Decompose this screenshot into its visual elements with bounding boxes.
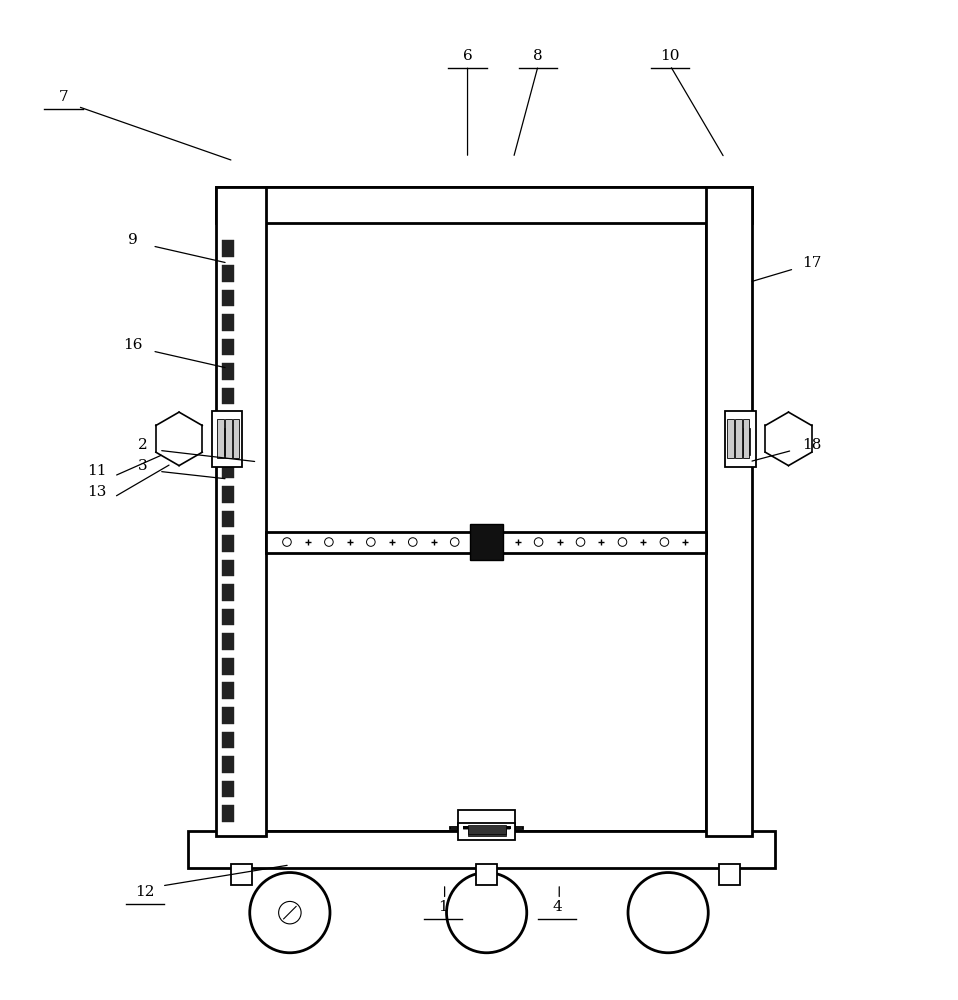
Bar (727, 419, 734, 458)
Bar (458, 810, 515, 831)
Text: 6: 6 (463, 49, 472, 63)
Bar (470, 524, 503, 560)
Circle shape (618, 538, 627, 546)
Bar (498, 827, 523, 829)
Bar (233, 419, 240, 458)
Text: 1: 1 (438, 900, 447, 914)
Text: 17: 17 (802, 256, 821, 270)
Bar (222, 732, 235, 748)
Bar (222, 290, 235, 306)
Text: 13: 13 (87, 485, 106, 499)
Circle shape (250, 873, 330, 953)
Bar (222, 486, 235, 503)
Bar (231, 864, 252, 885)
Bar (217, 187, 752, 223)
Text: 8: 8 (534, 49, 543, 63)
Bar (222, 682, 235, 699)
Bar (222, 756, 235, 773)
Circle shape (446, 873, 527, 953)
Bar (468, 827, 506, 836)
Bar (212, 411, 242, 467)
Bar (458, 823, 515, 840)
Text: 2: 2 (138, 438, 148, 452)
Bar (468, 825, 506, 834)
Bar (742, 419, 749, 458)
Circle shape (283, 538, 291, 546)
Bar (222, 781, 235, 797)
Text: 16: 16 (124, 338, 143, 352)
Text: 4: 4 (553, 900, 562, 914)
Circle shape (628, 873, 708, 953)
Circle shape (576, 538, 584, 546)
Bar (222, 511, 235, 527)
Circle shape (492, 538, 501, 546)
Circle shape (279, 901, 301, 924)
Bar (735, 419, 741, 458)
Bar (222, 805, 235, 822)
Bar (188, 831, 775, 868)
Bar (222, 388, 235, 404)
Circle shape (367, 538, 376, 546)
Bar (742, 428, 750, 455)
Bar (222, 535, 235, 552)
Text: 7: 7 (58, 90, 68, 104)
Bar (222, 437, 235, 454)
Bar (217, 187, 266, 836)
Bar (222, 240, 235, 257)
Bar (222, 339, 235, 355)
Bar (222, 461, 235, 478)
Text: 11: 11 (87, 464, 106, 478)
Circle shape (450, 538, 459, 546)
Bar (222, 363, 235, 380)
Bar (218, 428, 226, 455)
Bar (222, 560, 235, 576)
Bar (725, 411, 756, 467)
Circle shape (535, 538, 543, 546)
Circle shape (660, 538, 669, 546)
Bar (222, 658, 235, 675)
Text: 3: 3 (138, 459, 148, 473)
Bar (222, 707, 235, 724)
Bar (450, 827, 475, 829)
Bar (217, 419, 224, 458)
Bar (266, 532, 706, 553)
Text: 9: 9 (128, 233, 138, 247)
Bar (222, 584, 235, 601)
Text: 12: 12 (135, 885, 154, 899)
Bar (718, 864, 740, 885)
Bar (222, 609, 235, 625)
Circle shape (325, 538, 333, 546)
Bar (222, 633, 235, 650)
Bar (225, 419, 232, 458)
Bar (706, 187, 752, 836)
Text: 10: 10 (660, 49, 680, 63)
Bar (222, 314, 235, 331)
Bar (222, 412, 235, 429)
Text: 18: 18 (802, 438, 821, 452)
Circle shape (408, 538, 417, 546)
Bar (222, 265, 235, 282)
Bar (476, 864, 497, 885)
